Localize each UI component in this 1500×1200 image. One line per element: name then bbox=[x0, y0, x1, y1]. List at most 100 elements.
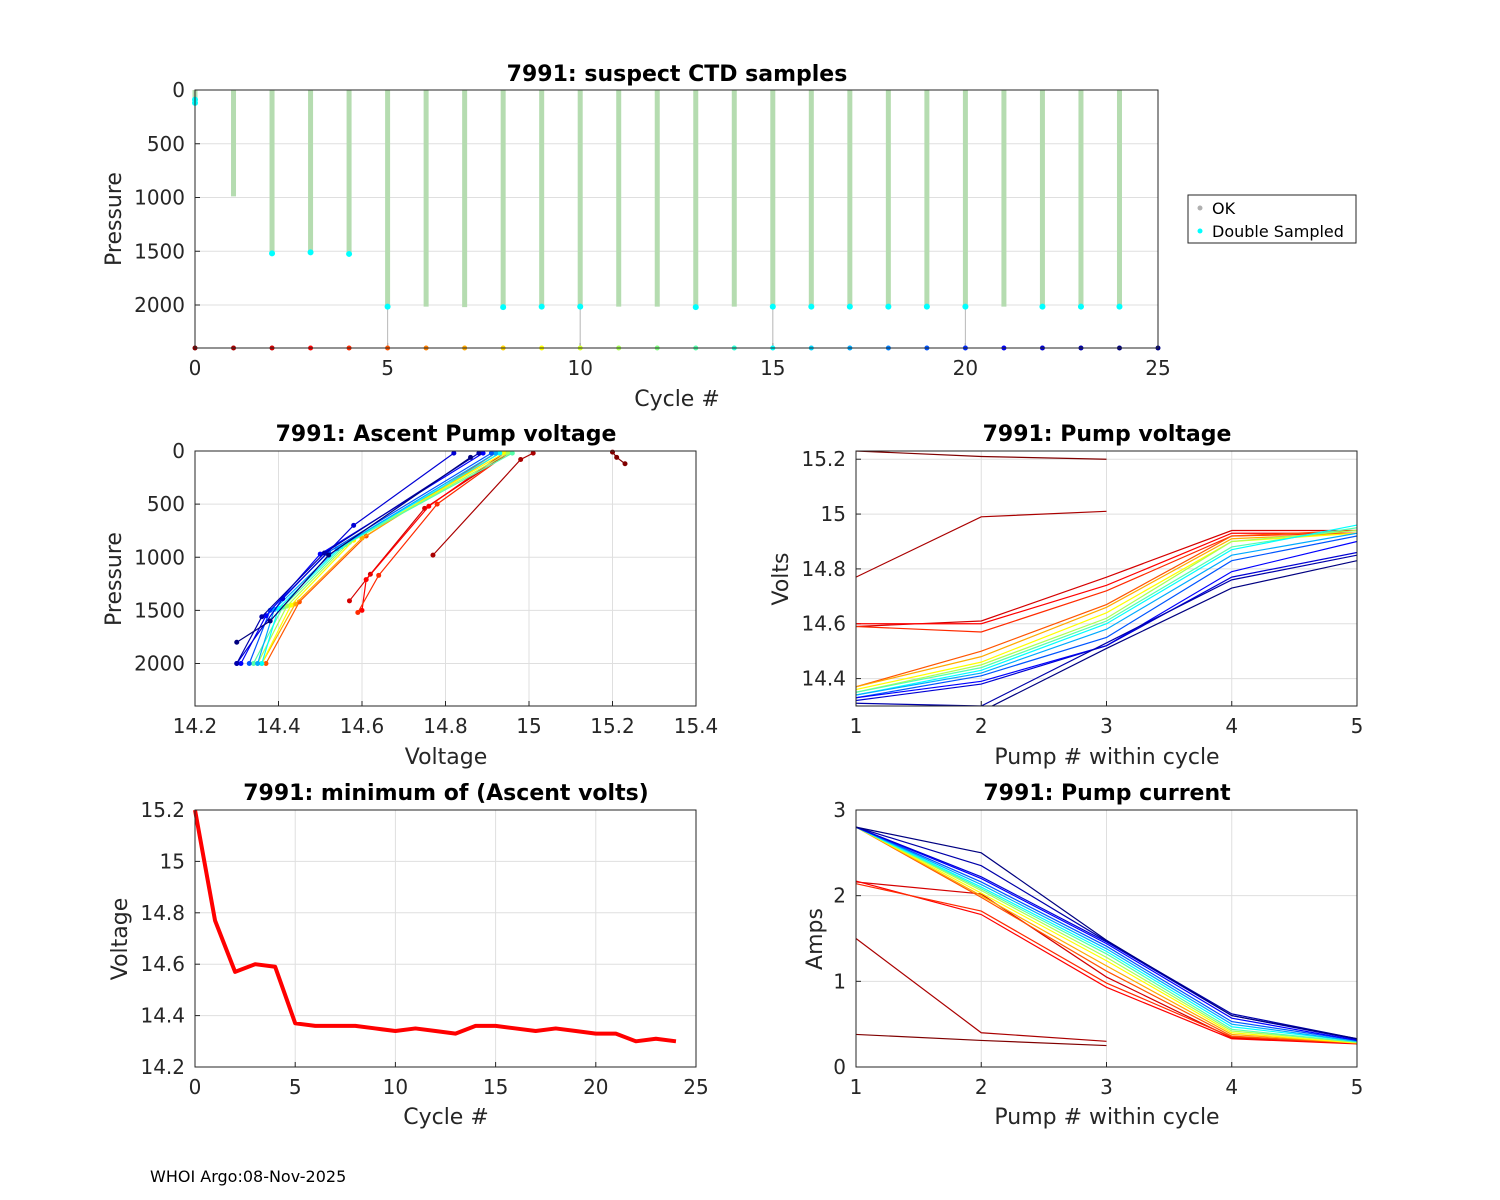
suspect-ytick-label: 1500 bbox=[134, 239, 185, 263]
double-sampled-point bbox=[692, 304, 699, 311]
ascent-series-point bbox=[234, 639, 240, 645]
ascent-series-line bbox=[236, 452, 480, 664]
ascent-series-point bbox=[351, 522, 357, 528]
min-volts-chart-title: 7991: minimum of (Ascent volts) bbox=[243, 781, 649, 806]
ascent-series-point bbox=[250, 661, 256, 666]
ascent-series-line bbox=[236, 452, 455, 664]
legend-ok-label: OK bbox=[1212, 199, 1236, 218]
double-sampled-point bbox=[962, 303, 969, 310]
ascent-chart-xlabel: Voltage bbox=[405, 745, 488, 770]
ascent-series-point bbox=[430, 552, 436, 558]
pumpc-xtick-label: 2 bbox=[975, 1075, 988, 1099]
double-sampled-point bbox=[538, 303, 545, 310]
minv-xtick-label: 15 bbox=[483, 1075, 508, 1099]
minv-plot-area bbox=[193, 809, 677, 1044]
ascent-series-point bbox=[246, 661, 252, 666]
pump-voltage-series-line bbox=[856, 535, 1357, 699]
suspect-ytick-label: 0 bbox=[172, 78, 185, 102]
pump-current-series-line bbox=[855, 826, 1358, 1042]
pumpv-xtick-label: 1 bbox=[850, 714, 863, 738]
double-sampled-point bbox=[577, 303, 584, 310]
pump-current-chart-title: 7991: Pump current bbox=[983, 781, 1231, 806]
minv-ytick-label: 15.2 bbox=[140, 798, 185, 822]
suspect-ytick-label: 2000 bbox=[134, 293, 185, 317]
pump-current-series-line bbox=[855, 826, 1358, 1043]
pumpv-lines bbox=[856, 451, 1357, 706]
double-sampled-point bbox=[1077, 303, 1084, 310]
ascent-series-point bbox=[468, 454, 474, 460]
ascent-ytick-label: 1000 bbox=[134, 545, 185, 569]
ascent-ytick-label: 1500 bbox=[134, 598, 185, 622]
double-sampled-point bbox=[808, 303, 815, 310]
ascent-series-point bbox=[614, 454, 620, 460]
ascent-series-point bbox=[480, 450, 486, 456]
ascent-series-point bbox=[234, 661, 240, 666]
pump-voltage-series-line bbox=[856, 532, 1357, 691]
pump-current-series-line bbox=[855, 938, 1107, 1042]
ascent-series-line bbox=[261, 452, 505, 664]
suspect-xtick-label: 5 bbox=[381, 356, 394, 380]
ascent-xtick-label: 15.4 bbox=[674, 714, 719, 738]
ascent-xtick-label: 15 bbox=[516, 714, 541, 738]
legend-double-sampled-marker bbox=[1197, 228, 1203, 234]
double-sampled-point bbox=[1116, 303, 1123, 310]
double-sampled-point bbox=[346, 250, 353, 257]
pump-voltage-series-line bbox=[856, 532, 1357, 688]
pumpv-xtick-label: 4 bbox=[1225, 714, 1238, 738]
ascent-xtick-label: 14.8 bbox=[423, 714, 468, 738]
ascent-series-point bbox=[255, 661, 261, 666]
suspect-xtick-label: 25 bbox=[1145, 356, 1170, 380]
footer-label: WHOI Argo:08-Nov-2025 bbox=[150, 1167, 346, 1186]
ascent-series-point bbox=[426, 503, 432, 509]
ascent-xtick-label: 15.2 bbox=[590, 714, 635, 738]
ascent-series-point bbox=[518, 457, 524, 462]
suspect-chart-title: 7991: suspect CTD samples bbox=[507, 62, 848, 87]
ascent-series-point bbox=[259, 661, 265, 666]
suspect-chart-ylabel: Pressure bbox=[102, 172, 127, 266]
suspect-chart-legend: OK Double Sampled bbox=[1187, 194, 1357, 244]
pump-current-series-line bbox=[855, 826, 1358, 1044]
pumpv-ytick-label: 15.2 bbox=[801, 447, 846, 471]
ascent-series-line bbox=[252, 452, 513, 664]
ascent-pump-voltage-chart: 7991: Ascent Pump voltage Voltage Pressu… bbox=[102, 422, 718, 770]
pump-voltage-series-line bbox=[856, 551, 1357, 702]
legend-ok-marker bbox=[1197, 205, 1203, 211]
suspect-frame bbox=[194, 89, 1159, 349]
pump-current-series-line bbox=[855, 826, 1358, 1044]
minv-xtick-label: 25 bbox=[683, 1075, 708, 1099]
pump-voltage-chart-ylabel: Volts bbox=[769, 552, 794, 605]
min-volts-chart-ylabel: Voltage bbox=[108, 898, 133, 981]
suspect-xtick-label: 0 bbox=[189, 356, 202, 380]
pump-current-series-line bbox=[855, 826, 1358, 1044]
pump-voltage-series-line bbox=[856, 524, 1357, 696]
pumpc-ytick-label: 0 bbox=[833, 1055, 846, 1079]
double-sampled-point bbox=[923, 303, 930, 310]
pumpv-ytick-label: 14.8 bbox=[801, 557, 846, 581]
pumpc-ytick-label: 2 bbox=[833, 884, 846, 908]
ascent-plot-area bbox=[234, 449, 628, 666]
ascent-series-point bbox=[493, 450, 499, 456]
suspect-plot-area bbox=[192, 90, 1161, 351]
minv-xtick-label: 20 bbox=[583, 1075, 608, 1099]
pumpv-xtick-label: 3 bbox=[1100, 714, 1113, 738]
pump-current-series-line bbox=[855, 826, 1358, 1042]
suspect-xtick-label: 15 bbox=[760, 356, 785, 380]
ascent-series-point bbox=[497, 450, 503, 456]
ascent-series-line bbox=[257, 452, 509, 664]
pump-voltage-series-line bbox=[856, 451, 1107, 460]
ascent-series-point bbox=[434, 501, 440, 507]
minv-xtick-label: 0 bbox=[189, 1075, 202, 1099]
ascent-series-point bbox=[359, 535, 365, 541]
double-sampled-point bbox=[500, 304, 507, 311]
suspect-ytick-label: 500 bbox=[147, 132, 185, 156]
ascent-series-point bbox=[476, 450, 482, 456]
pump-voltage-series-line bbox=[856, 510, 1107, 578]
pumpc-xtick-label: 1 bbox=[850, 1075, 863, 1099]
ascent-series-point bbox=[451, 450, 457, 456]
ascent-series-line bbox=[265, 452, 496, 664]
suspect-chart-xlabel: Cycle # bbox=[634, 387, 720, 412]
minv-ytick-label: 14.6 bbox=[140, 952, 185, 976]
ascent-xtick-label: 14.4 bbox=[256, 714, 301, 738]
